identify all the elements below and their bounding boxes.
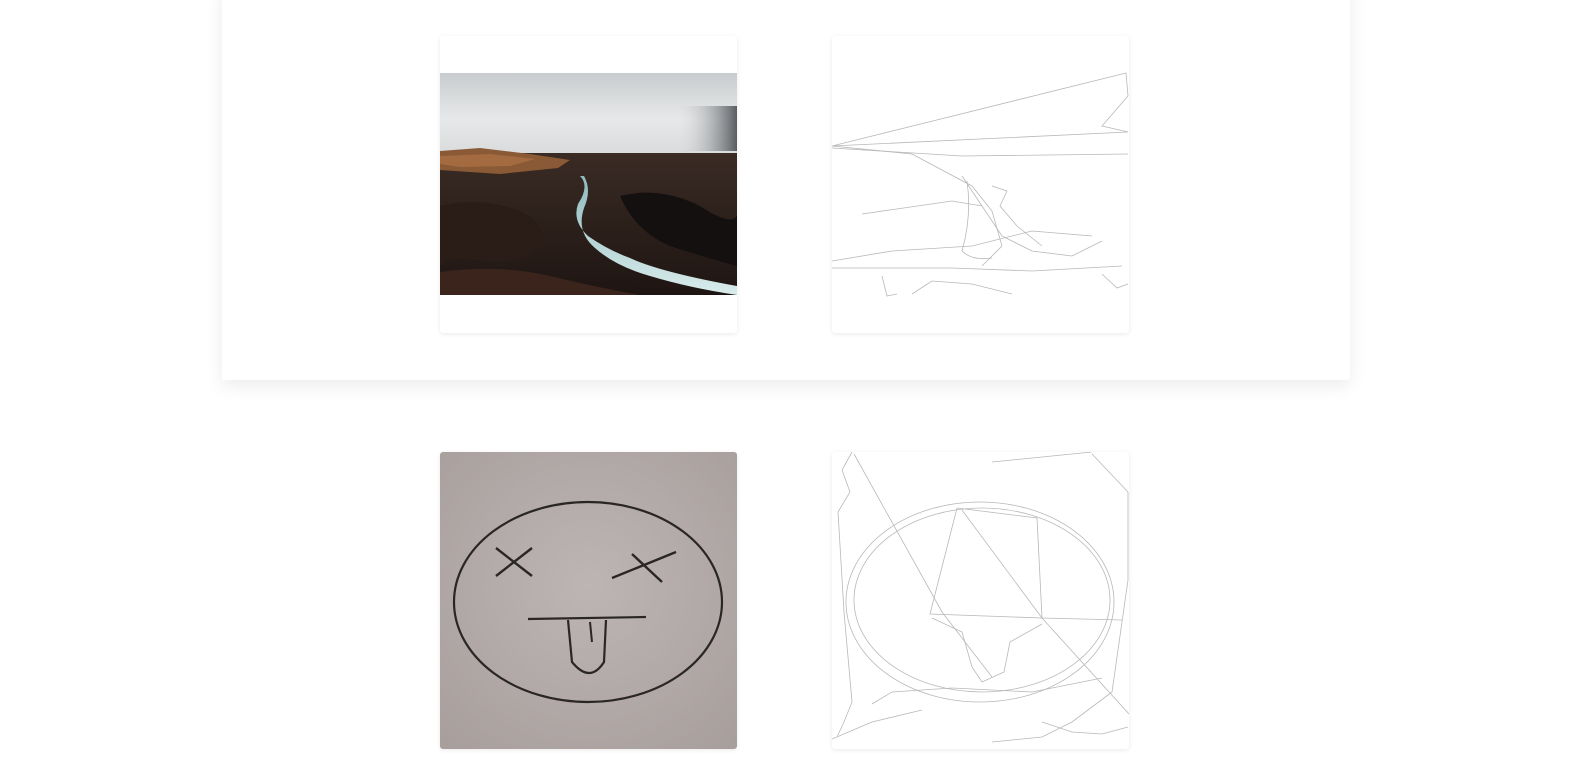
- line-drawing-canvas: [832, 72, 1129, 297]
- river-canyon-image: [440, 36, 737, 333]
- dizzy-face-sketch-photo[interactable]: [440, 452, 737, 749]
- result-card: [222, 0, 1350, 380]
- dizzy-face-image: [440, 452, 737, 749]
- line-drawing-canvas: [832, 452, 1129, 743]
- river-canyon-photo[interactable]: [440, 36, 737, 333]
- river-canyon-line-drawing[interactable]: [832, 36, 1129, 333]
- dizzy-face-line-drawing[interactable]: [832, 452, 1129, 749]
